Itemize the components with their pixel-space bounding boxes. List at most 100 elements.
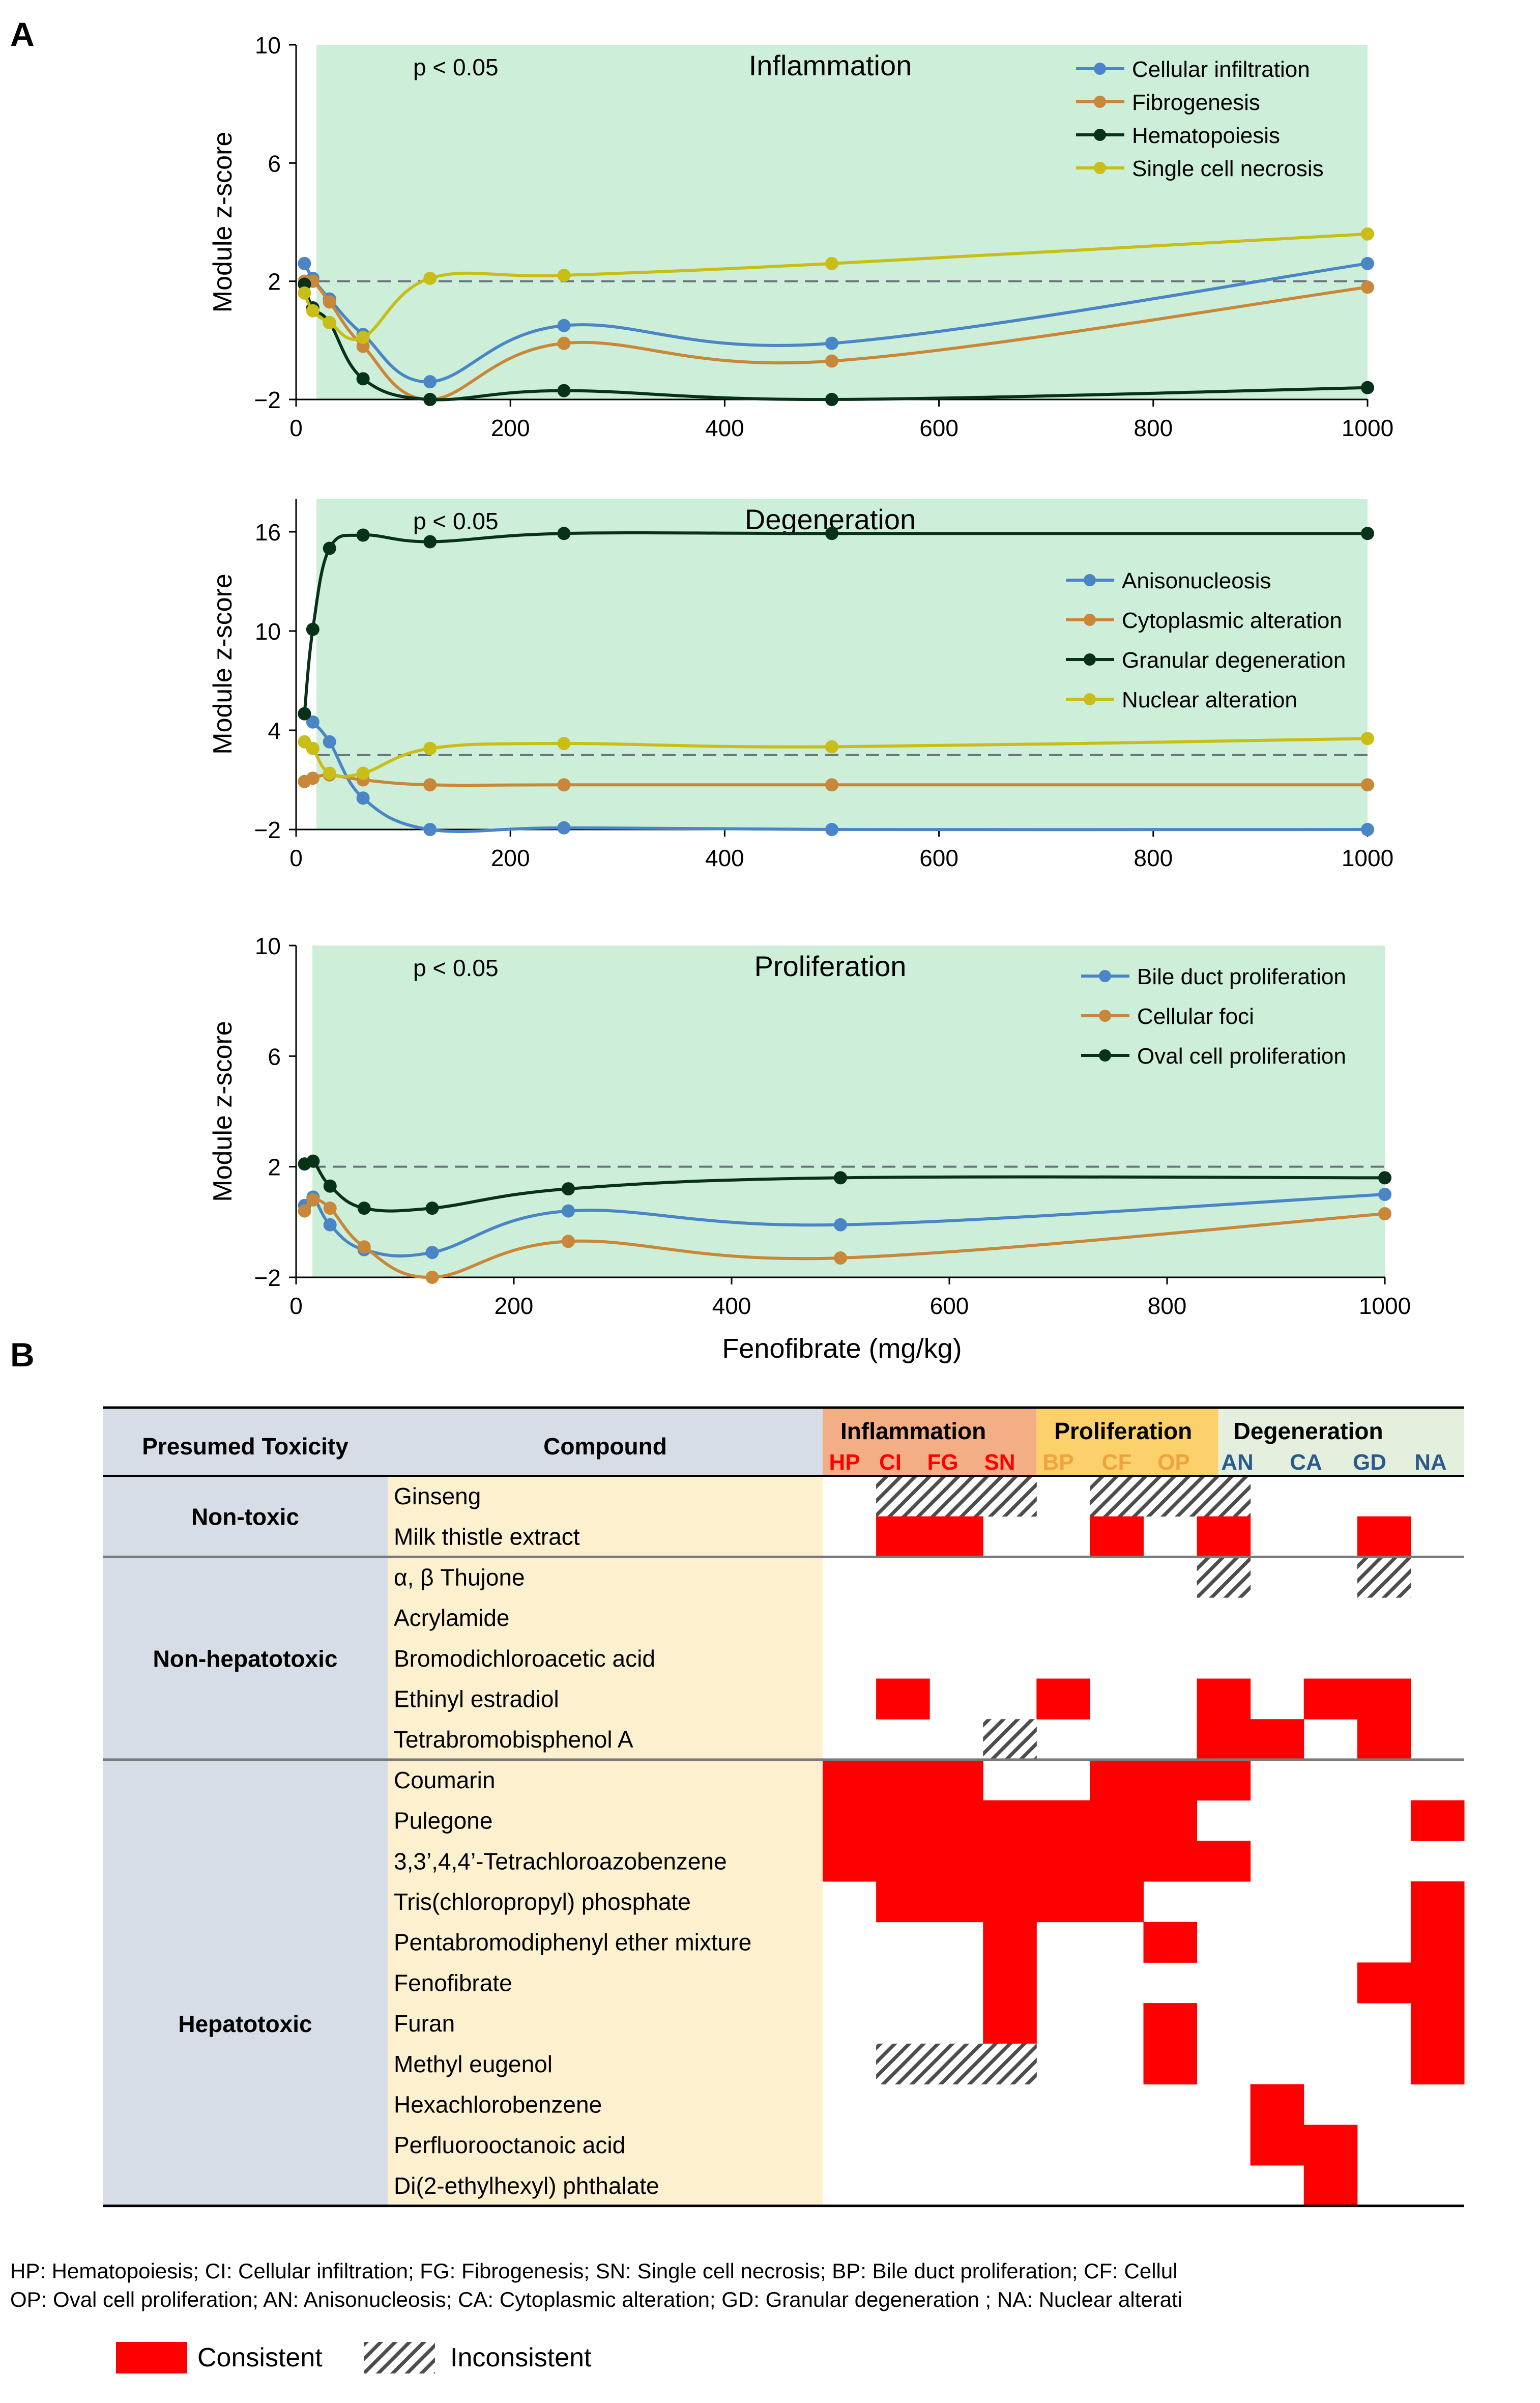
consistent-cell: [929, 1881, 983, 1923]
consistent-cell: [1090, 1516, 1144, 1557]
consistent-cell: [1357, 1516, 1411, 1557]
column-abbr-fg: FG: [927, 1450, 958, 1475]
x-tick-label: 200: [491, 415, 530, 441]
table-header-bg: [103, 1408, 823, 1476]
legend-label: Cytoplasmic alteration: [1122, 608, 1342, 633]
legend-marker: [1099, 1010, 1111, 1022]
legend-marker: [1094, 63, 1106, 75]
data-point: [557, 737, 571, 750]
y-tick-label: 6: [268, 1043, 281, 1070]
compound-name: Pulegone: [394, 1808, 492, 1834]
data-point: [298, 256, 311, 270]
data-point: [1361, 280, 1374, 294]
p-value-annotation: p < 0.05: [413, 508, 499, 534]
group-label: Non-hepatotoxic: [153, 1646, 338, 1672]
y-tick-label: 2: [268, 1154, 281, 1181]
data-point: [1378, 1188, 1391, 1201]
consistent-cell: [1143, 2043, 1198, 2084]
consistent-cell: [983, 1841, 1037, 1882]
consistent-cell: [1143, 1922, 1198, 1963]
proliferation-header: Proliferation: [1054, 1418, 1192, 1444]
p-value-annotation: p < 0.05: [413, 955, 499, 981]
data-point: [298, 1204, 311, 1218]
x-axis-label: Fenofibrate (mg/kg): [722, 1333, 962, 1364]
column-abbr-sn: SN: [984, 1450, 1015, 1475]
consistent-cell: [876, 1516, 930, 1557]
degeneration-header-bg: [1218, 1408, 1464, 1476]
consistent-cell: [876, 1841, 930, 1882]
y-tick-label: 10: [255, 618, 281, 645]
data-point: [323, 1218, 337, 1232]
y-axis-label: Module z-score: [208, 132, 238, 312]
consistent-cell: [1410, 1922, 1465, 1963]
consistent-cell: [1410, 1881, 1465, 1923]
legend-label: Nuclear alteration: [1122, 688, 1297, 712]
x-tick-label: 0: [289, 1293, 303, 1319]
significance-region: [316, 499, 1368, 829]
consistent-cell: [1303, 2165, 1358, 2207]
inconsistent-swatch: [364, 2342, 435, 2373]
consistent-cell: [1090, 1841, 1144, 1882]
data-point: [1361, 823, 1374, 836]
y-tick-label: 10: [255, 32, 281, 59]
degeneration-chart: −2 4 10 16 0 200 400 600 800 1000 Module z-score p …: [208, 499, 1393, 871]
data-point: [834, 1171, 847, 1185]
compound-name: Ginseng: [394, 1483, 481, 1509]
consistent-cell: [1357, 1678, 1411, 1720]
data-point: [1361, 527, 1374, 540]
column-abbr-bp: BP: [1042, 1450, 1073, 1475]
consistent-swatch: [116, 2342, 187, 2373]
consistent-cell: [1357, 1719, 1411, 1760]
consistent-cell: [1410, 1800, 1465, 1841]
compound-name: Methyl eugenol: [394, 2051, 553, 2077]
compound-name: Fenofibrate: [394, 1969, 512, 1996]
consistent-cell: [1303, 1678, 1358, 1720]
legend-label: Cellular infiltration: [1132, 57, 1310, 82]
x-tick-label: 600: [919, 415, 958, 441]
data-point: [557, 821, 571, 835]
column-abbr-cf: CF: [1102, 1450, 1132, 1475]
data-point: [1378, 1207, 1391, 1221]
consistent-cell: [876, 1800, 930, 1841]
data-point: [834, 1251, 847, 1265]
consistent-cell: [929, 1516, 983, 1557]
footnote-line-2: OP: Oval cell proliferation; AN: Anisonu…: [10, 2287, 1182, 2311]
column-abbr-ca: CA: [1290, 1450, 1322, 1475]
significance-region: [312, 946, 1385, 1277]
chart-title: Inflammation: [749, 49, 912, 81]
data-point: [306, 1154, 320, 1168]
data-point: [323, 316, 336, 329]
legend-label: Hematopoiesis: [1132, 123, 1280, 148]
consistent-cell: [1197, 1841, 1251, 1882]
consistent-cell: [1036, 1841, 1090, 1882]
data-point: [557, 336, 571, 350]
x-tick-label: 800: [1148, 1293, 1187, 1319]
consistent-cell: [823, 1759, 877, 1801]
data-point: [1361, 227, 1374, 241]
data-point: [306, 715, 319, 729]
data-point: [357, 1240, 371, 1254]
column-abbr-op: OP: [1157, 1450, 1190, 1475]
inconsistent-cell: [876, 1476, 930, 1517]
data-point: [356, 372, 370, 386]
data-point: [425, 1202, 439, 1215]
legend-marker: [1094, 96, 1106, 108]
compound-name: Acrylamide: [394, 1605, 510, 1631]
inconsistent-cell: [1197, 1476, 1251, 1517]
data-point: [1361, 732, 1374, 746]
degeneration-header: Degeneration: [1234, 1418, 1383, 1444]
x-tick-label: 1000: [1359, 1293, 1411, 1319]
data-point: [356, 791, 370, 805]
consistent-cell: [1090, 1759, 1144, 1801]
legend-marker: [1084, 614, 1096, 626]
data-point: [1378, 1171, 1391, 1185]
consistent-cell: [1197, 1516, 1251, 1557]
inconsistent-label: Inconsistent: [450, 2343, 592, 2372]
x-tick-label: 800: [1134, 845, 1173, 871]
compound-name: Hexachlorobenzene: [394, 2092, 602, 2118]
x-tick-label: 1000: [1342, 415, 1393, 441]
compound-name: Ethinyl estradiol: [394, 1686, 559, 1712]
panel-label-a: A: [10, 15, 35, 53]
significance-region: [316, 45, 1368, 399]
